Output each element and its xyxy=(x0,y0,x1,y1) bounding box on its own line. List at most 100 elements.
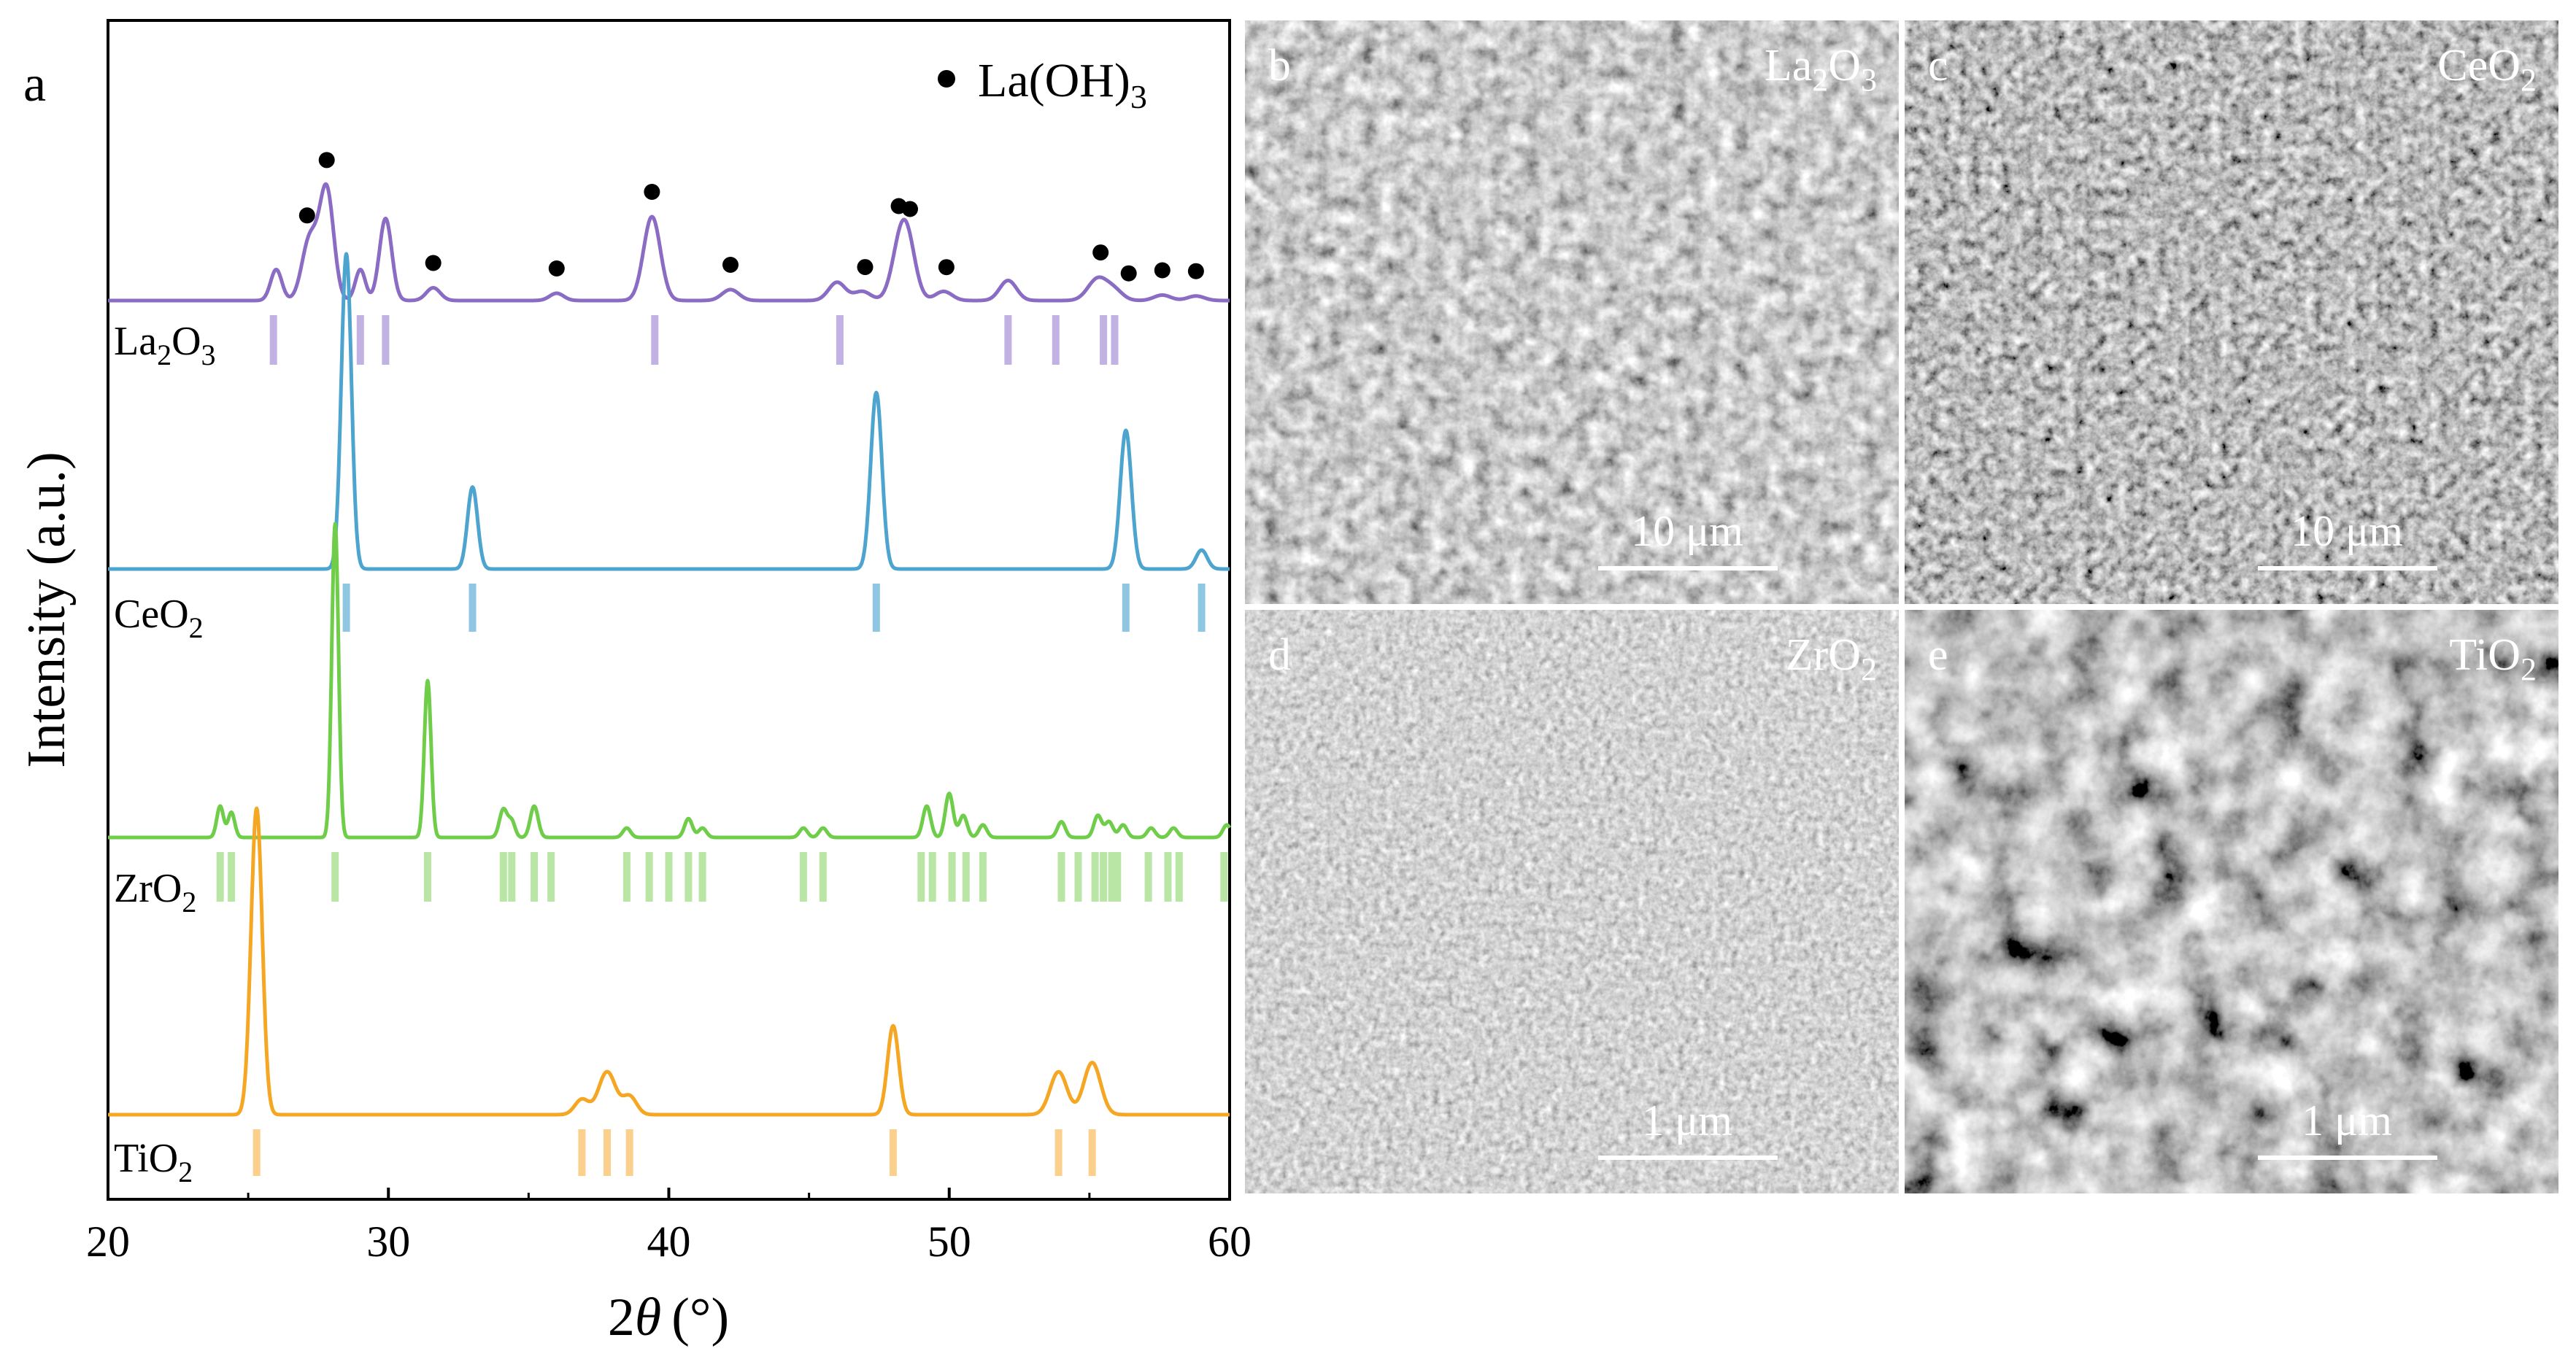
series-label-La2O3: La2O3 xyxy=(114,319,216,371)
scale-bar-label-c: 10 μm xyxy=(2291,507,2403,555)
ref-tick-ZrO2-0 xyxy=(216,852,224,902)
sem-divider-horizontal xyxy=(1245,604,2558,610)
ref-tick-La2O3-0 xyxy=(269,315,277,365)
series-La2O3: La2O3 xyxy=(107,152,1231,371)
series-label-CeO2: CeO2 xyxy=(114,592,204,644)
ref-tick-ZrO2-9 xyxy=(645,852,653,902)
sem-material-name-b: La2O3 xyxy=(1765,41,1877,98)
ref-tick-ZrO2-12 xyxy=(698,852,706,902)
sem-annotation-b: b La2O3 10 μm xyxy=(1268,41,1877,570)
sem-annotation-d: d ZrO2 1 μm xyxy=(1268,630,1877,1160)
ref-tick-TiO2-0 xyxy=(252,1129,261,1176)
x-axis-label-theta: θ xyxy=(635,1288,661,1347)
ref-tick-CeO2-4 xyxy=(1198,584,1206,632)
scale-bar-label-e: 1 μm xyxy=(2302,1096,2392,1145)
ref-tick-CeO2-1 xyxy=(468,584,477,632)
scale-bar-e xyxy=(2258,1156,2437,1160)
sem-panel-label-c: c xyxy=(1928,41,1948,90)
series-line-CeO2 xyxy=(107,252,1231,571)
ref-tick-La2O3-1 xyxy=(356,315,364,365)
series-line-ZrO2 xyxy=(107,522,1232,840)
ref-tick-TiO2-5 xyxy=(1054,1129,1063,1176)
scale-bar-label-d: 1 μm xyxy=(1642,1096,1732,1145)
ref-tick-TiO2-4 xyxy=(889,1129,897,1176)
sem-annotation-e: e TiO2 1 μm xyxy=(1928,630,2537,1160)
lahydroxide-marker-9 xyxy=(938,259,955,276)
ref-tick-ZrO2-27 xyxy=(1164,852,1172,902)
x-axis-label-prefix: 2 xyxy=(608,1288,635,1347)
legend: La(OH)3 xyxy=(938,54,1147,115)
sem-material-name-c: CeO2 xyxy=(2437,41,2537,98)
sem-annotation-c: c CeO2 10 μm xyxy=(1928,41,2537,570)
lahydroxide-marker-1 xyxy=(318,152,335,169)
ref-tick-TiO2-1 xyxy=(578,1129,586,1176)
y-axis-label: Intensity (a.u.) xyxy=(17,452,77,768)
series-line-TiO2 xyxy=(107,806,1231,1117)
ref-tick-ZrO2-22 xyxy=(1091,852,1099,902)
lahydroxide-marker-10 xyxy=(1092,244,1109,261)
ref-tick-ZrO2-10 xyxy=(665,852,673,902)
ref-tick-ZrO2-2 xyxy=(331,852,339,902)
ref-tick-La2O3-6 xyxy=(1052,315,1060,365)
x-tick-label-50: 50 xyxy=(928,1218,971,1266)
lahydroxide-marker-13 xyxy=(1187,263,1204,279)
ref-tick-La2O3-4 xyxy=(836,315,844,365)
x-tick-label-20: 20 xyxy=(86,1218,130,1266)
scale-bar-b xyxy=(1598,566,1778,570)
x-tick-label-30: 30 xyxy=(366,1218,410,1266)
ref-tick-La2O3-7 xyxy=(1100,315,1108,365)
scale-bar-label-b: 10 μm xyxy=(1631,507,1743,555)
ref-tick-ZrO2-18 xyxy=(962,852,970,902)
ref-tick-ZrO2-3 xyxy=(424,852,431,902)
sem-panel-label-d: d xyxy=(1268,630,1291,680)
lahydroxide-marker-3 xyxy=(548,260,565,276)
ref-tick-ZrO2-4 xyxy=(499,852,507,902)
ref-tick-ZrO2-15 xyxy=(917,852,925,902)
ref-tick-ZrO2-1 xyxy=(228,852,236,902)
ref-tick-TiO2-6 xyxy=(1088,1129,1096,1176)
sem-panel-d xyxy=(1245,610,1899,1193)
sem-panel-label-b: b xyxy=(1268,41,1291,90)
ref-tick-ZrO2-17 xyxy=(948,852,956,902)
sem-material-name-e: TiO2 xyxy=(2449,630,2537,687)
legend-dot-marker xyxy=(938,70,955,88)
ref-tick-ZrO2-28 xyxy=(1175,852,1183,902)
scale-bar-d xyxy=(1598,1156,1778,1160)
ref-tick-CeO2-0 xyxy=(342,584,350,632)
series-label-TiO2: TiO2 xyxy=(114,1136,193,1188)
sem-panel-c xyxy=(1905,20,2558,604)
lahydroxide-marker-12 xyxy=(1154,262,1171,279)
sem-annotations: b La2O3 10 μm c CeO2 10 μm d ZrO2 1 μm e TiO2 1 μm xyxy=(1268,41,2537,1160)
ref-tick-ZrO2-21 xyxy=(1074,852,1082,902)
ref-tick-ZrO2-19 xyxy=(979,852,987,902)
sem-image-e xyxy=(1905,610,2558,1193)
series-TiO2: TiO2 xyxy=(107,806,1231,1188)
x-axis: 20 30 40 50 60 xyxy=(86,1188,1252,1266)
sem-panel-b xyxy=(1245,20,1899,604)
ref-tick-La2O3-3 xyxy=(651,315,659,365)
x-tick-label-60: 60 xyxy=(1208,1218,1252,1266)
ref-tick-ZrO2-11 xyxy=(685,852,693,902)
ref-tick-ZrO2-7 xyxy=(547,852,555,902)
xrd-chart: La2O3 CeO2 ZrO2 TiO2 xyxy=(107,152,1232,1188)
panel-label-a: a xyxy=(23,56,46,112)
sem-image-c xyxy=(1905,20,2558,604)
scale-bar-c xyxy=(2258,566,2437,570)
x-axis-label: 2θ (°) xyxy=(608,1288,729,1347)
sem-panel-label-e: e xyxy=(1928,630,1948,680)
legend-label: La(OH)3 xyxy=(978,54,1147,115)
ref-tick-ZrO2-23 xyxy=(1100,852,1108,902)
ref-tick-ZrO2-13 xyxy=(799,852,807,902)
ref-tick-CeO2-2 xyxy=(872,584,880,632)
series-label-ZrO2: ZrO2 xyxy=(114,866,196,918)
ref-tick-La2O3-5 xyxy=(1004,315,1012,365)
lahydroxide-marker-6 xyxy=(857,259,874,276)
ref-tick-ZrO2-14 xyxy=(819,852,827,902)
ref-tick-ZrO2-16 xyxy=(928,852,936,902)
x-tick-label-40: 40 xyxy=(647,1218,691,1266)
lahydroxide-marker-2 xyxy=(425,255,441,271)
sem-image-b xyxy=(1245,20,1899,604)
lahydroxide-marker-5 xyxy=(722,257,739,273)
series-ZrO2: ZrO2 xyxy=(107,522,1232,918)
lahydroxide-marker-0 xyxy=(298,207,315,224)
